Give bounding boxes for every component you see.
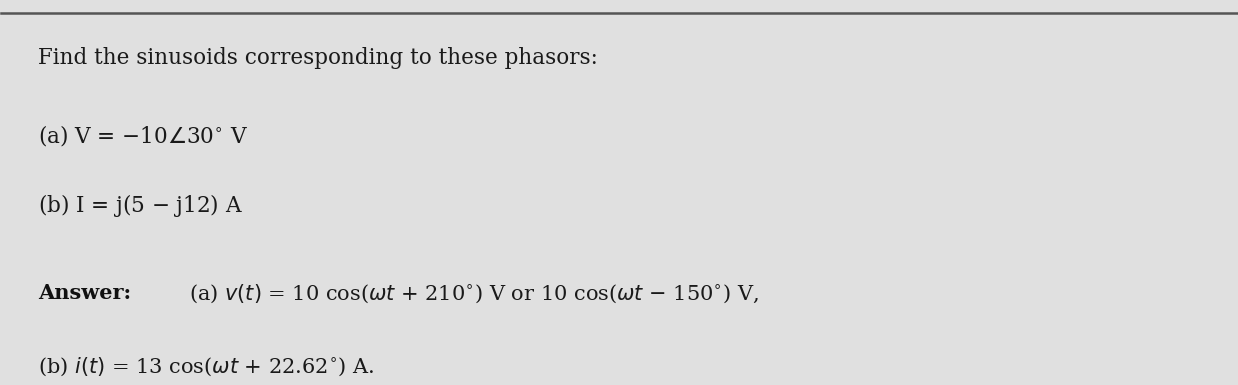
- Text: Find the sinusoids corresponding to these phasors:: Find the sinusoids corresponding to thes…: [38, 47, 598, 69]
- Text: (a) $v(t)$ = 10 cos($\omega t$ + 210$^{\circ}$) V or 10 cos($\omega t$ $-$ 150$^: (a) $v(t)$ = 10 cos($\omega t$ + 210$^{\…: [189, 283, 759, 305]
- Text: (b) $i(t)$ = 13 cos($\omega t$ + 22.62$^{\circ}$) A.: (b) $i(t)$ = 13 cos($\omega t$ + 22.62$^…: [38, 355, 375, 378]
- Text: (b) I = j(5 $-$ j12) A: (b) I = j(5 $-$ j12) A: [38, 192, 244, 219]
- Text: Answer:: Answer:: [38, 283, 131, 303]
- Text: (a) V = $-$10$\angle$30$^{\circ}$ V: (a) V = $-$10$\angle$30$^{\circ}$ V: [38, 123, 249, 148]
